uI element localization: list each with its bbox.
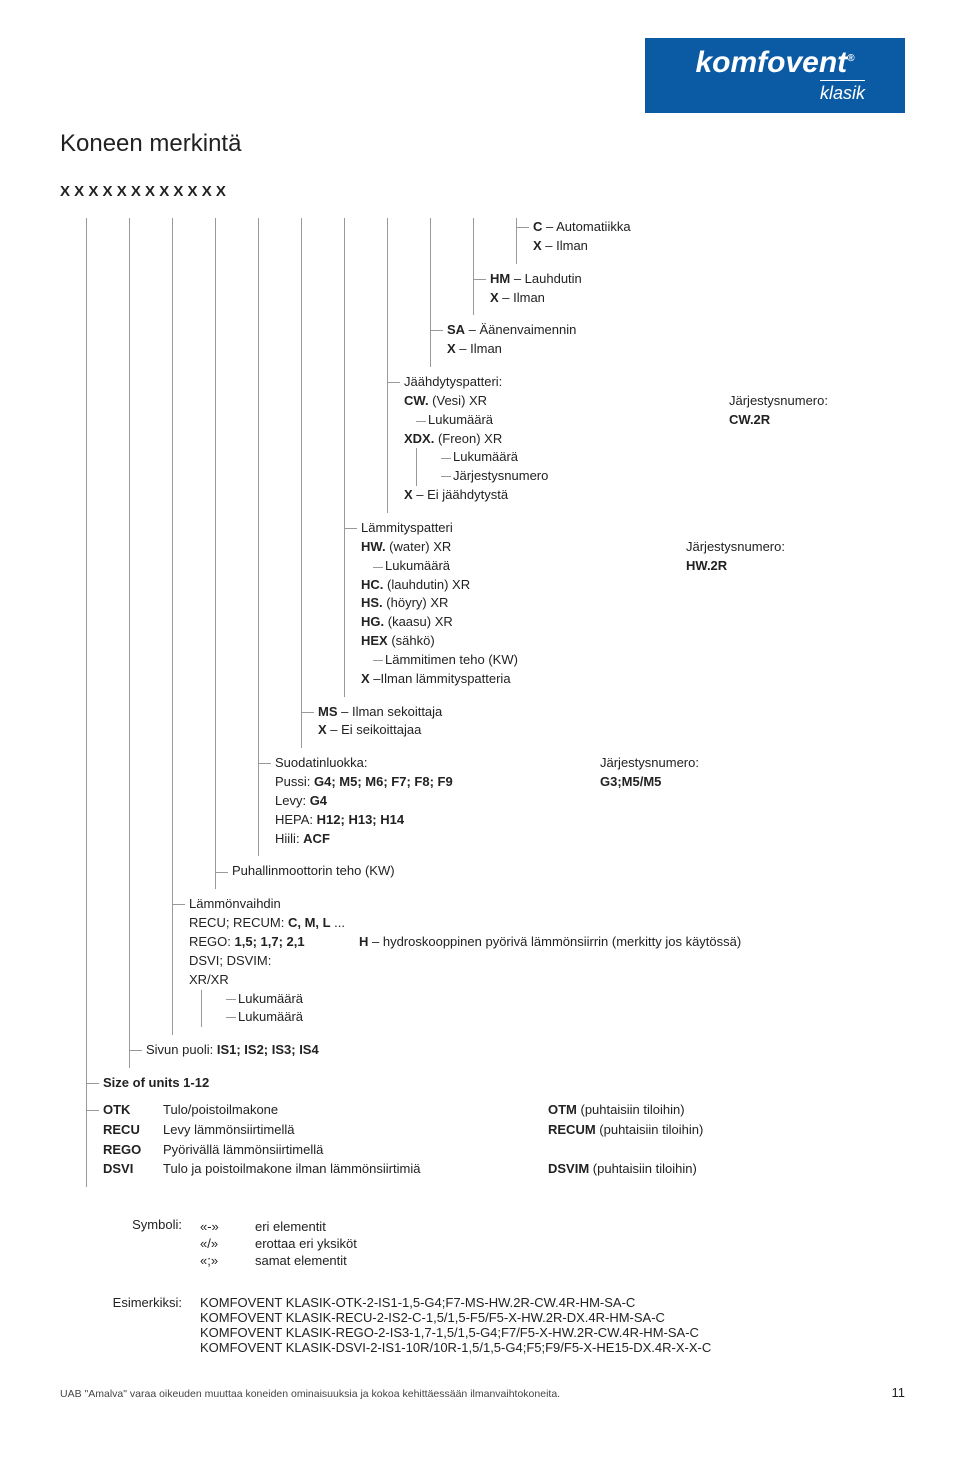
page-number: 11 (892, 1385, 906, 1400)
node-cooling-coil: Jäähdytyspatteri: CW. (Vesi) XRJärjestys… (404, 373, 905, 505)
node-automation: C C – Automatiikka– Automatiikka X – Ilm… (533, 218, 905, 256)
footer-note: UAB "Amalva" varaa oikeuden muuttaa kone… (60, 1388, 560, 1400)
logo-sub: klasik (820, 80, 865, 104)
node-condenser: HM – Lauhdutin X – Ilman (490, 270, 905, 308)
node-mixer: MS – Ilman sekoittaja X – Ei seikoittaja… (318, 703, 905, 741)
logo-main: komfovent® (695, 48, 854, 78)
code-pattern: X X X X X X X X X X X X (60, 183, 905, 200)
page-title: Koneen merkintä (60, 130, 905, 158)
node-fan-power: Puhallinmoottorin teho (KW) (232, 862, 905, 881)
brand-logo: komfovent® klasik (645, 38, 905, 113)
node-size: Size of units 1-12 (103, 1074, 905, 1093)
symbol-legend: Symboli: «-»eri elementit «/»erottaa eri… (60, 1217, 905, 1270)
node-silencer: SA – Äänenvaimennin X – Ilman (447, 321, 905, 359)
node-heat-exchanger: Lämmönvaihdin RECU; RECUM: C, M, L ... R… (189, 895, 905, 1027)
node-filter-class: Suodatinluokka:Järjestysnumero: Pussi: G… (275, 754, 905, 848)
node-side: Sivun puoli: IS1; IS2; IS3; IS4 (146, 1041, 905, 1060)
examples: Esimerkiksi: KOMFOVENT KLASIK-OTK-2-IS1-… (60, 1295, 905, 1355)
designation-tree: C C – Automatiikka– Automatiikka X – Ilm… (60, 218, 905, 1187)
node-heating-coil: Lämmityspatteri HW. (water) XRJärjestysn… (361, 519, 905, 689)
unit-type-table: OTKTulo/poistoilmakoneOTM (puhtaisiin ti… (103, 1101, 905, 1179)
